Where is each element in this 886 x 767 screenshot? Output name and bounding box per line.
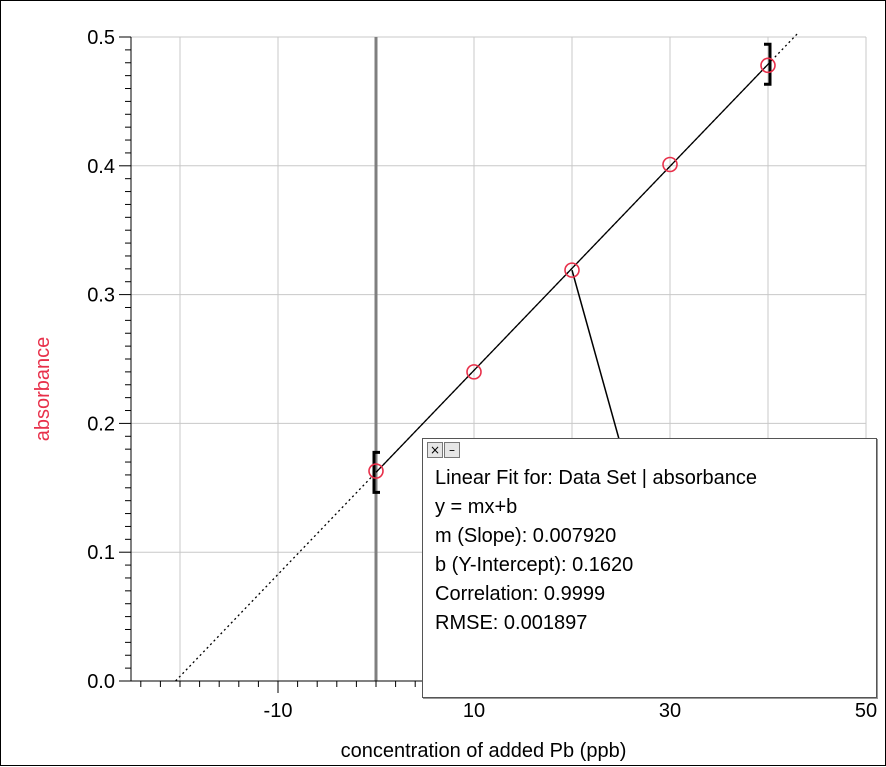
y-tick-label: 0.5: [87, 27, 115, 49]
fit-box-controls: × –: [427, 442, 460, 458]
fit-intercept: b (Y-Intercept): 0.1620: [435, 554, 634, 576]
data-point: [466, 364, 482, 380]
fit-range-end-bracket: [764, 42, 772, 86]
data-point: [760, 57, 776, 74]
x-tick-label: 50: [855, 700, 877, 722]
data-point: [564, 262, 580, 278]
x-tick-label: -10: [264, 700, 293, 722]
y-axis-title: absorbance: [32, 337, 54, 442]
x-axis-title: concentration of added Pb (ppb): [341, 740, 627, 762]
fit-equation: y = mx+b: [435, 496, 518, 518]
y-tick-label: 0.1: [87, 542, 115, 564]
y-tick-label: 0.2: [87, 413, 115, 435]
fit-range-start-bracket: [372, 450, 380, 494]
minimize-icon[interactable]: –: [444, 442, 460, 458]
x-tick-label: 30: [659, 700, 681, 722]
linear-fit-annotation[interactable]: × – Linear Fit for: Data Set | absorbanc…: [422, 438, 877, 698]
y-tick-label: 0.3: [87, 285, 115, 307]
fit-rmse: RMSE: 0.001897: [435, 612, 588, 634]
fit-slope: m (Slope): 0.007920: [435, 525, 617, 547]
y-tick-label: 0.4: [87, 156, 115, 178]
fit-text: Linear Fit for: Data Set | absorbance y …: [435, 464, 757, 638]
data-point: [368, 463, 384, 479]
fit-correlation: Correlation: 0.9999: [435, 583, 606, 605]
close-icon[interactable]: ×: [427, 442, 443, 458]
data-point: [662, 156, 678, 173]
y-tick-label: 0.0: [87, 671, 115, 693]
x-tick-label: 10: [463, 700, 485, 722]
annotation-leader-line: [571, 269, 620, 440]
fit-title: Linear Fit for: Data Set | absorbance: [435, 467, 758, 489]
fit-line: [375, 63, 769, 473]
